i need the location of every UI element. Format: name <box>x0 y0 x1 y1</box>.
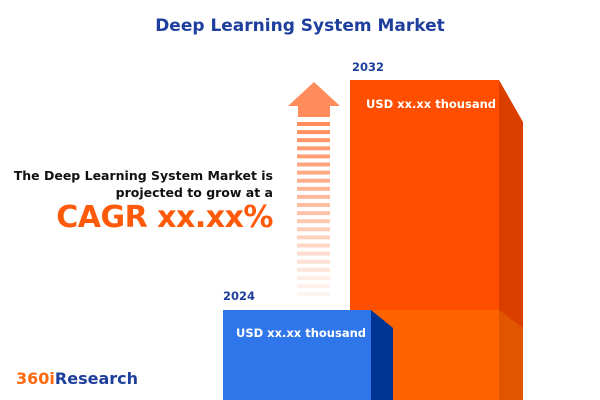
description-line-2: projected to grow at a <box>115 185 273 200</box>
logo: 360iResearch <box>16 369 138 388</box>
arrow-stripe <box>297 154 330 159</box>
arrow-stripe <box>297 259 330 264</box>
growth-description: The Deep Learning System Market is proje… <box>14 167 273 201</box>
arrow-stripe <box>297 219 330 224</box>
arrow-stripe <box>297 122 330 126</box>
arrow-stripe <box>297 203 330 207</box>
arrow-stripe <box>297 138 330 143</box>
value-label-2024: USD xx.xx thousand <box>236 326 367 340</box>
arrow-stripe <box>297 186 330 191</box>
year-label-2024: 2024 <box>223 289 256 303</box>
arrow-stripe <box>297 284 330 288</box>
arrow-stripe <box>297 146 330 151</box>
arrow-stripe <box>297 267 330 272</box>
bar-2024 <box>223 310 371 400</box>
cagr-label: CAGR xx.xx% <box>56 200 273 235</box>
year-label-2032: 2032 <box>352 60 385 74</box>
arrow-head <box>288 82 340 117</box>
arrow-stripe <box>297 251 330 256</box>
arrow-stripe <box>297 170 330 175</box>
value-label-2032: USD xx.xx thousand <box>366 97 497 111</box>
arrow-stripe <box>297 235 330 240</box>
chart-title: Deep Learning System Market <box>155 16 445 36</box>
arrow-stripe <box>297 162 330 167</box>
arrow-stripe <box>297 292 330 297</box>
arrow-stripe <box>297 243 330 248</box>
bar-2024-side <box>371 310 393 400</box>
bar-2032-lower-side <box>499 310 523 400</box>
arrow-stripe <box>297 211 330 216</box>
arrow-stripe <box>297 194 330 199</box>
growth-arrow-icon <box>288 82 340 297</box>
description-line-1: The Deep Learning System Market is <box>13 168 273 183</box>
arrow-stripe <box>297 227 330 232</box>
arrow-stripe <box>297 275 330 280</box>
arrow-stripe <box>297 130 330 135</box>
arrow-stripe <box>297 178 330 183</box>
